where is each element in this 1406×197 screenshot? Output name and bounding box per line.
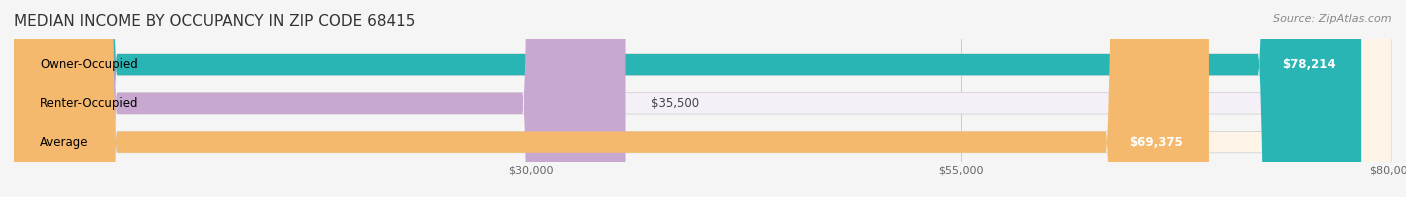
Text: $69,375: $69,375 <box>1129 136 1182 149</box>
Text: $78,214: $78,214 <box>1282 58 1336 71</box>
Text: $35,500: $35,500 <box>651 97 699 110</box>
Text: Owner-Occupied: Owner-Occupied <box>39 58 138 71</box>
FancyBboxPatch shape <box>14 0 1361 197</box>
Text: Source: ZipAtlas.com: Source: ZipAtlas.com <box>1274 14 1392 24</box>
Text: Renter-Occupied: Renter-Occupied <box>39 97 138 110</box>
Text: Average: Average <box>39 136 89 149</box>
FancyBboxPatch shape <box>14 0 1209 197</box>
FancyBboxPatch shape <box>14 0 1392 197</box>
FancyBboxPatch shape <box>14 0 1392 197</box>
FancyBboxPatch shape <box>14 0 1392 197</box>
Text: MEDIAN INCOME BY OCCUPANCY IN ZIP CODE 68415: MEDIAN INCOME BY OCCUPANCY IN ZIP CODE 6… <box>14 14 415 29</box>
FancyBboxPatch shape <box>14 0 626 197</box>
